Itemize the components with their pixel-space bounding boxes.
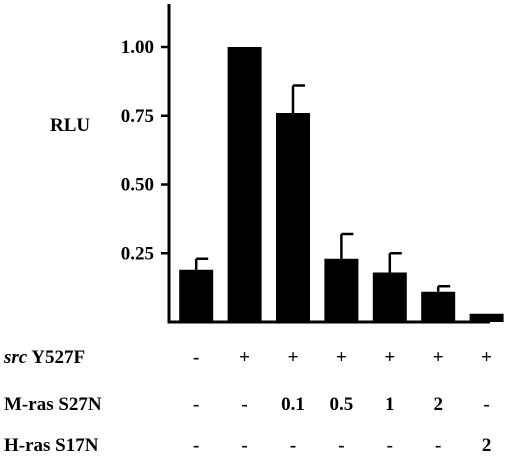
row-cell: - <box>290 435 296 456</box>
row-cell: + <box>384 347 395 368</box>
row-cell: - <box>241 394 247 415</box>
row-cell: + <box>433 347 444 368</box>
row-cell: 1 <box>385 394 395 415</box>
row-cell: 0.1 <box>281 394 305 415</box>
row-cell: + <box>239 347 250 368</box>
row-cell: - <box>338 435 344 456</box>
bar <box>372 272 407 322</box>
bar <box>421 291 456 322</box>
row-label-text: H-ras S17N <box>4 435 99 456</box>
condition-table: src Y527F - + + + + + + M-ras S27N - - 0.1 0.5 1 2 - H-r… <box>3 347 492 456</box>
row-label: src Y527F <box>3 347 85 368</box>
y-axis-label: RLU <box>50 115 90 136</box>
row-cell: - <box>435 435 441 456</box>
row-cell: 2 <box>433 394 443 415</box>
row-cell: - <box>193 347 199 368</box>
row-cell: - <box>387 435 393 456</box>
y-tick-label: 0.50 <box>121 175 154 196</box>
row-cell: - <box>193 394 199 415</box>
row-label-text: Y527F <box>27 347 85 368</box>
bar <box>276 113 310 322</box>
row-cell: 2 <box>482 435 492 456</box>
row-cell: + <box>336 347 347 368</box>
row-cell: - <box>193 435 199 456</box>
row-cell: + <box>481 347 492 368</box>
y-tick-labels: 0.25 0.50 0.75 1.00 <box>121 37 169 264</box>
bar <box>469 313 504 322</box>
bar-series <box>179 47 504 322</box>
row-cell: - <box>241 435 247 456</box>
row-label-text: M-ras S27N <box>4 394 102 415</box>
error-bars <box>194 84 451 292</box>
row-cell: 0.5 <box>330 394 354 415</box>
y-tick-label: 1.00 <box>121 37 154 58</box>
y-tick-label: 0.75 <box>121 106 154 127</box>
row-cell: + <box>288 347 299 368</box>
bar <box>227 47 262 322</box>
row-cell: - <box>483 394 489 415</box>
row-label-italic: src <box>3 347 28 368</box>
row-label: H-ras S17N <box>4 435 99 456</box>
bar <box>324 258 359 322</box>
bar <box>179 269 214 322</box>
row-label: M-ras S27N <box>4 394 102 415</box>
y-tick-label: 0.25 <box>121 243 154 264</box>
